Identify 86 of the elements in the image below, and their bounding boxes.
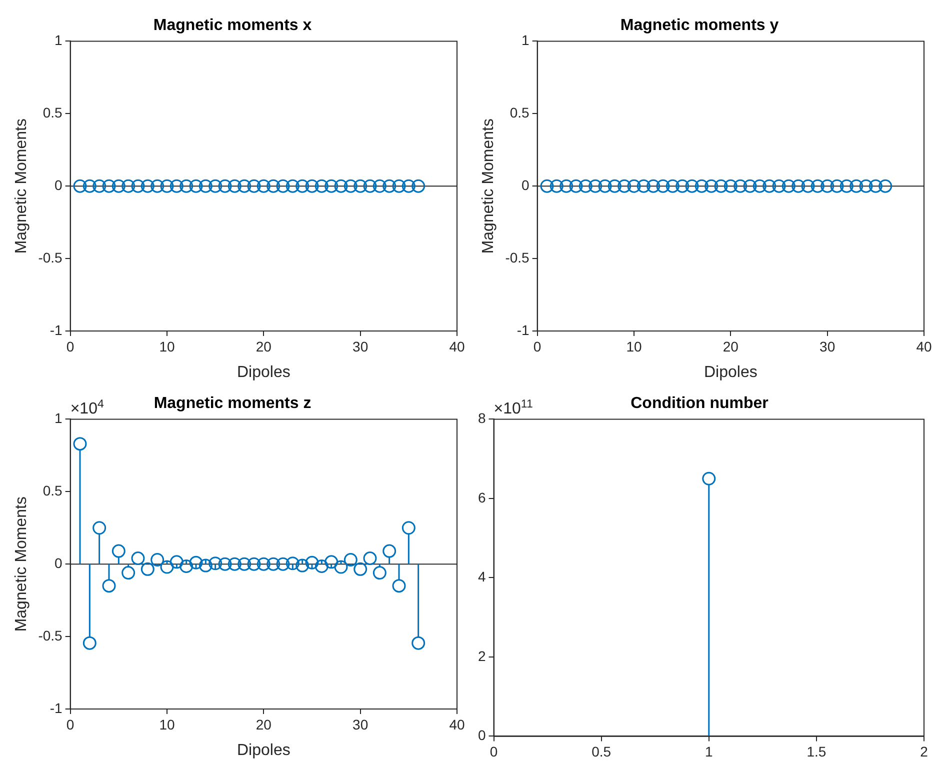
x-tick-label: 0 — [66, 338, 74, 354]
point — [208, 556, 222, 570]
x-tick-label: 0 — [490, 743, 498, 760]
point — [180, 560, 194, 574]
y-tick-label: 0.5 — [42, 104, 63, 121]
y-tick-label: 0 — [478, 727, 486, 744]
point — [140, 562, 154, 576]
point — [314, 560, 328, 574]
y-tick-label: -0.5 — [38, 627, 63, 644]
x-axis-title: Dipoles — [236, 364, 290, 381]
x-tick-label: 10 — [159, 716, 175, 732]
x-tick-label: 20 — [256, 716, 272, 732]
point — [238, 557, 252, 571]
x-tick-label: 1 — [704, 743, 713, 760]
x-tick-label: 10 — [159, 338, 175, 354]
x-tick-label: 40 — [916, 338, 932, 354]
point — [305, 556, 319, 570]
x-tick-label: 40 — [449, 716, 465, 732]
y-axis-title: Magnetic Moments — [13, 118, 30, 254]
chart-title: Condition number — [630, 395, 768, 412]
y-tick-label: 2 — [478, 648, 486, 664]
y-tick-label: 0 — [54, 554, 63, 571]
point — [170, 555, 184, 569]
x-tick-label: 30 — [820, 338, 836, 354]
point — [189, 556, 203, 570]
chart-title: Magnetic moments x — [153, 17, 312, 34]
y-tick-label: 0 — [522, 176, 530, 193]
y-tick-label: 1 — [522, 32, 530, 48]
point — [82, 636, 96, 650]
point — [344, 553, 358, 567]
point — [334, 560, 348, 574]
chart-title: Magnetic moments y — [620, 17, 779, 34]
point — [247, 557, 261, 571]
y-tick-label: 1 — [54, 32, 63, 48]
point — [296, 558, 310, 572]
y-tick-label: -0.5 — [505, 249, 530, 266]
chart-title: Magnetic moments z — [154, 395, 312, 412]
point — [256, 557, 270, 571]
y-tick-label: -1 — [516, 322, 530, 338]
point — [131, 552, 145, 566]
y-tick-label: 4 — [478, 568, 486, 585]
y-tick-label: -1 — [50, 322, 63, 338]
point — [276, 557, 290, 571]
x-tick-label: 20 — [256, 338, 272, 354]
x-tick-label: 20 — [722, 338, 739, 354]
point — [160, 560, 174, 574]
point — [372, 566, 386, 580]
y-tick-label: 0.5 — [42, 482, 63, 499]
point — [92, 521, 106, 535]
point — [122, 566, 136, 580]
point — [354, 562, 368, 576]
y-tick-label: 6 — [478, 489, 486, 506]
point — [412, 636, 426, 650]
point — [198, 558, 212, 572]
point — [218, 557, 232, 571]
x-tick-label: 40 — [449, 338, 465, 354]
x-tick-label: 2 — [920, 743, 928, 760]
x-tick-label: 0.5 — [592, 743, 612, 760]
x-tick-label: 30 — [352, 716, 368, 732]
y-axis-title: Magnetic Moments — [13, 496, 30, 632]
point — [266, 557, 280, 571]
y-tick-label: 8 — [478, 410, 486, 426]
x-tick-label: 0 — [533, 338, 542, 354]
point — [363, 552, 377, 566]
x-axis-title: Dipoles — [236, 742, 290, 759]
x-tick-label: 0 — [66, 716, 74, 732]
point — [382, 544, 396, 558]
x-tick-label: 1.5 — [806, 743, 826, 760]
x-axis-title: Dipoles — [704, 364, 758, 381]
y-tick-label: -0.5 — [38, 249, 63, 266]
y-tick-label: 1 — [54, 410, 63, 426]
point — [228, 557, 242, 571]
x-tick-label: 10 — [626, 338, 642, 354]
point — [112, 544, 126, 558]
point — [392, 579, 406, 593]
y-axis-title: Magnetic Moments — [480, 118, 498, 254]
point — [324, 555, 338, 569]
y-tick-label: 0 — [54, 176, 63, 193]
point — [73, 437, 87, 451]
point — [286, 556, 300, 570]
x-tick-label: 30 — [352, 338, 368, 354]
point — [102, 579, 116, 593]
point — [150, 553, 164, 567]
point — [402, 521, 416, 535]
y-tick-label: -1 — [50, 700, 63, 716]
y-tick-label: 0.5 — [510, 104, 530, 121]
